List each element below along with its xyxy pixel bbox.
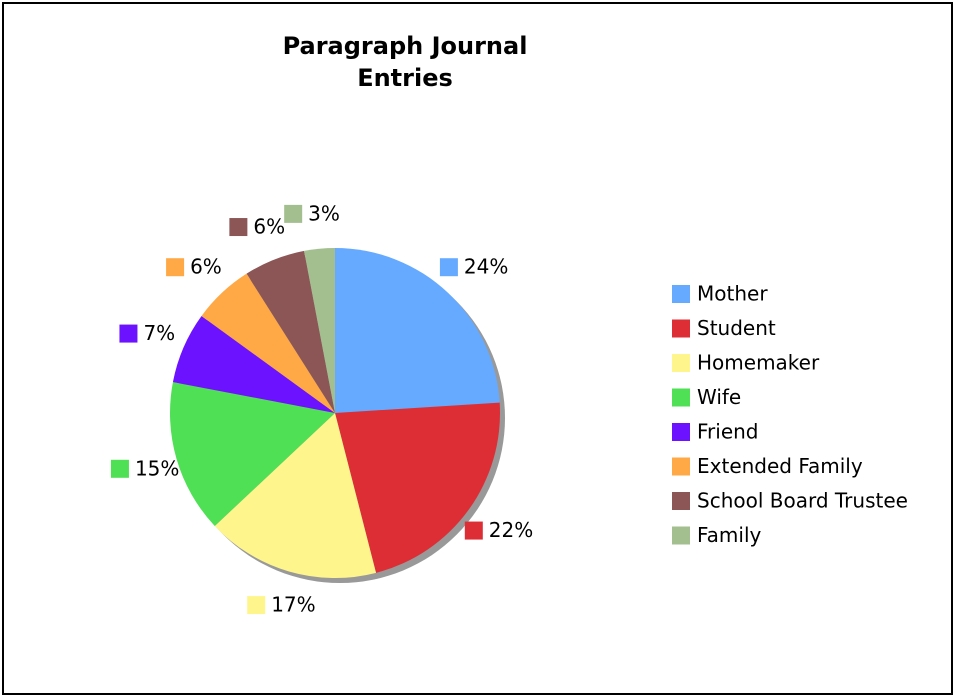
data-label: 17%	[271, 593, 315, 617]
legend-label: School Board Trustee	[697, 489, 908, 513]
data-label: 6%	[190, 255, 222, 279]
pie-slice	[172, 316, 335, 413]
legend-swatch	[672, 423, 690, 441]
label-swatch	[464, 521, 483, 540]
data-label: 6%	[253, 215, 285, 239]
data-label: 15%	[135, 456, 179, 480]
legend-swatch	[672, 492, 690, 510]
data-label: 7%	[143, 321, 175, 345]
chart-title: Paragraph Journal Entries	[282, 32, 528, 92]
legend-label: Mother	[697, 282, 768, 306]
legend-label: Homemaker	[697, 351, 820, 375]
pie-slice	[170, 382, 335, 526]
pie-slice	[335, 248, 500, 413]
legend-swatch	[672, 319, 690, 338]
legend-label: Wife	[697, 385, 741, 409]
legend-swatch	[672, 457, 690, 476]
pie-slice	[304, 248, 335, 413]
pie-slice	[214, 413, 377, 578]
legend-swatch	[672, 354, 690, 372]
data-label: 22%	[489, 518, 533, 542]
label-swatch	[284, 204, 303, 223]
legend-swatch	[672, 388, 690, 407]
legend-swatch	[672, 285, 690, 303]
label-swatch	[439, 258, 458, 277]
data-label: 24%	[464, 255, 508, 279]
legend-label: Family	[697, 523, 762, 547]
label-swatch	[166, 258, 185, 277]
legend-label: Extended Family	[697, 454, 863, 478]
pie-slice	[246, 250, 335, 413]
legend-swatch	[672, 526, 690, 545]
pie-slice	[201, 273, 335, 413]
legend-label: Friend	[697, 420, 759, 444]
data-label: 3%	[308, 201, 340, 225]
pie-slice	[335, 402, 500, 573]
legend-label: Student	[697, 316, 776, 340]
label-swatch	[119, 324, 138, 343]
label-swatch	[247, 596, 266, 615]
label-swatch	[110, 459, 129, 478]
label-swatch	[229, 218, 248, 237]
